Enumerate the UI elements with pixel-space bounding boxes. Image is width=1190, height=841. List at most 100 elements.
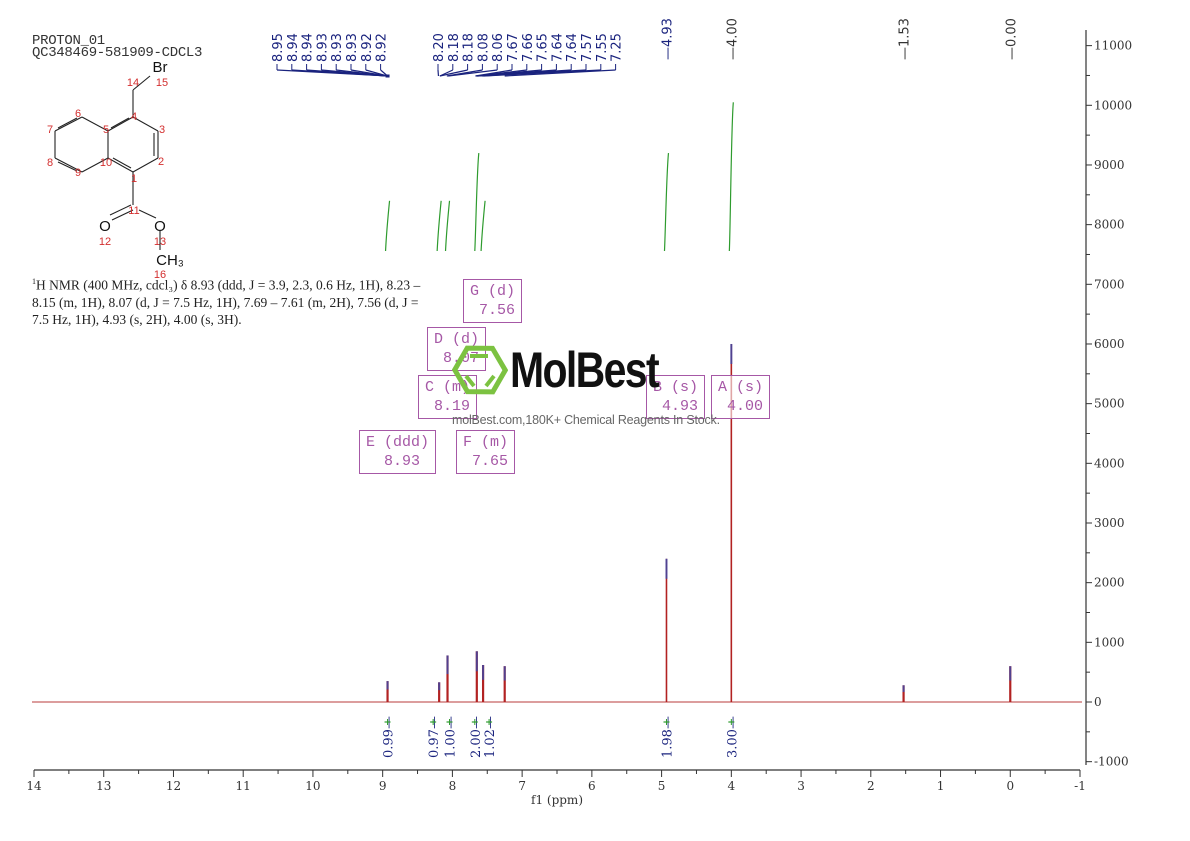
peak-shift-label: 7.57 [580, 33, 595, 62]
atom-number: 10 [100, 157, 112, 169]
y-tick-label: 5000 [1094, 397, 1125, 411]
x-tick-label: 3 [797, 779, 805, 793]
atom-number: 13 [154, 236, 166, 248]
x-tick-label: 6 [588, 779, 596, 793]
peak-shift-label: 7.55 [595, 33, 610, 62]
peak-shift-label: 7.67 [506, 33, 521, 62]
integral-value: 1.02— [483, 716, 498, 758]
y-tick-label: 4000 [1094, 456, 1125, 470]
atom-number: 5 [103, 124, 109, 136]
y-tick-label: 2000 [1094, 576, 1125, 590]
peak-shift-label: 8.95 [271, 33, 286, 62]
integral-value: 3.00— [725, 716, 740, 758]
atom-number: 4 [131, 111, 137, 123]
x-tick-label: 9 [379, 779, 387, 793]
y-tick-label: 1000 [1094, 635, 1125, 649]
atom-label: O [154, 218, 166, 235]
x-tick-label: 11 [236, 779, 251, 793]
x-tick-label: 2 [867, 779, 875, 793]
atom-number: 14 [127, 77, 139, 89]
atom-label: O [99, 218, 111, 235]
multiplet-label-f: F (m) 7.65 [456, 430, 516, 474]
x-axis-label: f1 (ppm) [531, 793, 583, 807]
atom-label: Br [153, 59, 168, 76]
integral-value: 2.00— [469, 716, 484, 758]
integral-value: 0.99— [382, 716, 397, 758]
atom-number: 16 [154, 269, 166, 281]
peak-shift-label: 7.65 [536, 33, 551, 62]
x-tick-label: -1 [1074, 779, 1086, 793]
integral-curves [384, 102, 734, 252]
x-tick-label: 5 [658, 779, 666, 793]
integral-value: 1.98— [660, 716, 675, 758]
peak-shift-label: 8.18 [447, 33, 462, 62]
peak-shift-label: 8.06 [491, 33, 506, 62]
x-tick-label: 13 [96, 779, 111, 793]
peak-shift-label: —1.53 [898, 18, 913, 60]
peak-shift-label: 7.64 [565, 33, 580, 62]
peak-shift-label: 8.18 [462, 33, 477, 62]
atom-number: 7 [47, 124, 53, 136]
peak-shift-label: 8.08 [476, 33, 491, 62]
y-tick-label: -1000 [1094, 755, 1129, 769]
x-tick-label: 12 [166, 779, 181, 793]
y-tick-label: 9000 [1094, 158, 1125, 172]
peak-shift-label: —4.93 [660, 18, 675, 60]
multiplet-label-e: E (ddd) 8.93 [359, 430, 437, 474]
y-tick-label: 6000 [1094, 337, 1125, 351]
atom-number: 6 [75, 108, 81, 120]
peak-shift-label: —0.00 [1004, 18, 1019, 60]
atom-number: 2 [158, 156, 164, 168]
peak-shift-label: 7.64 [550, 33, 565, 62]
atom-number: 12 [99, 236, 111, 248]
sample-id: QC348469-581909-CDCL3 [32, 45, 203, 61]
atom-number: 1 [131, 173, 137, 185]
y-tick-label: 7000 [1094, 277, 1125, 291]
peak-shift-label: 7.66 [521, 33, 536, 62]
peak-shift-label: 8.94 [301, 33, 316, 62]
y-tick-label: 8000 [1094, 218, 1125, 232]
peak-shift-label: 8.93 [330, 33, 345, 62]
multiplet-label-b: B (s) 4.93 [646, 375, 706, 419]
spectrum-trace [32, 343, 1082, 703]
atom-number: 3 [159, 124, 165, 136]
x-axis: 14 13 12 11 10 9 8 7 6 5 4 3 2 1 0 -1f1 (ppm) [26, 769, 1086, 807]
molbest-logo-icon [452, 345, 508, 395]
peak-shift-label: 8.20 [432, 33, 447, 62]
x-tick-label: 14 [26, 779, 42, 793]
integral-value: 0.97— [427, 716, 442, 758]
peak-shift-label: 8.92 [375, 33, 390, 62]
integral-values: 0.99— 0.97— 1.00— 2.00— 1.02— 1.98— 3.00— [382, 716, 741, 758]
peak-shift-label: 8.92 [360, 33, 375, 62]
peak-shift-label: —4.00 [725, 18, 740, 60]
atom-label: CH₃ [156, 252, 184, 269]
y-tick-label: 0 [1094, 695, 1102, 709]
integral-value: 1.00— [444, 716, 459, 758]
x-tick-label: 4 [728, 779, 736, 793]
experiment-name: PROTON_01 [32, 33, 105, 49]
multiplet-label-a: A (s) 4.00 [711, 375, 771, 419]
peak-shift-label: 7.25 [610, 33, 625, 62]
watermark-brand: MolBest [510, 342, 660, 398]
atom-number: 15 [156, 77, 168, 89]
peak-shift-label: 8.93 [315, 33, 330, 62]
multiplet-label-g: G (d) 7.56 [463, 279, 523, 323]
x-tick-label: 7 [518, 779, 526, 793]
multiplet-label-c: C (m) 8.19 [418, 375, 478, 419]
x-tick-label: 10 [305, 779, 320, 793]
watermark-tagline: molBest.com,180K+ Chemical Reagents In S… [452, 413, 720, 427]
atom-number: 11 [128, 205, 139, 217]
peak-labels: 8.95 8.94 8.94 8.93 8.93 8.93 8.92 8.92 8.20 8.18… [271, 18, 1019, 78]
y-axis: 1100010000900080007000600050004000300020… [1085, 30, 1132, 769]
x-tick-label: 1 [937, 779, 945, 793]
y-tick-label: 10000 [1094, 98, 1132, 112]
y-tick-label: 11000 [1094, 39, 1132, 53]
y-tick-label: 3000 [1094, 516, 1125, 530]
nmr-summary-text: 1H NMR (400 MHz, cdcl₃) δ 8.93 (ddd, J =… [32, 277, 421, 327]
peak-shift-label: 8.94 [286, 33, 301, 62]
atom-number: 9 [75, 167, 81, 179]
x-tick-label: 8 [449, 779, 457, 793]
x-tick-label: 0 [1006, 779, 1014, 793]
